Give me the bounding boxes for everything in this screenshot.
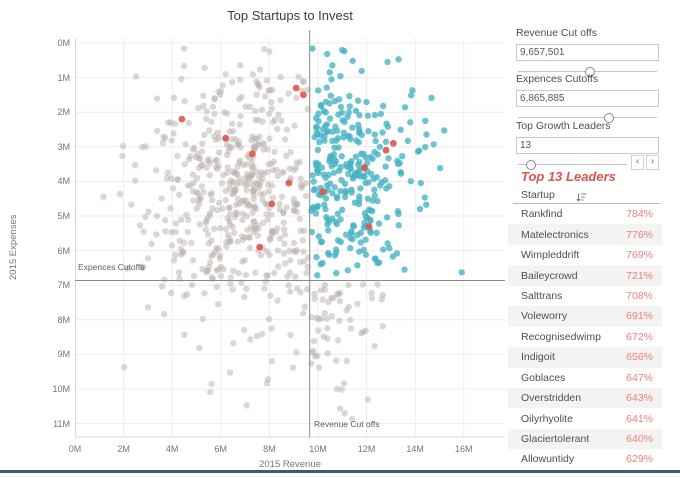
x-tick-label: 0M <box>68 444 82 454</box>
revenue-cutoff-input[interactable] <box>516 44 659 61</box>
x-tick-label: 2M <box>117 444 130 454</box>
slider-track <box>518 164 627 165</box>
top-growth-input[interactable] <box>516 137 659 154</box>
x-tick-label: 6M <box>214 444 228 454</box>
chart-title: Top Startups to Invest <box>227 8 353 23</box>
top-growth-slider-thumb[interactable] <box>525 159 536 170</box>
scatter-canvas[interactable] <box>74 30 505 440</box>
x-tick-label: 14M <box>406 444 424 454</box>
revenue-slider-thumb[interactable] <box>585 66 596 77</box>
scatter-plot[interactable] <box>74 30 505 440</box>
expenses-cutoff-slider[interactable] <box>516 111 659 124</box>
x-tick-label: 4M <box>165 444 179 454</box>
table-row[interactable]: Recognisedwimp 672% <box>521 330 653 343</box>
revenue-cutoff-slider[interactable] <box>516 65 659 78</box>
table-row[interactable]: Allowuntidy 629% <box>521 453 653 466</box>
leaders-table-header: Startup <box>513 189 660 204</box>
table-row[interactable]: Glaciertolerant 640% <box>508 428 662 450</box>
leaders-table: Rankfind 784% Matelectronics 776% Wimpledd… <box>508 204 662 470</box>
y-tick-label: 2M <box>57 107 70 118</box>
y-tick-label: 4M <box>57 176 70 187</box>
sort-descending-icon[interactable] <box>576 190 587 208</box>
table-row[interactable]: Voleworry 691% <box>508 306 662 327</box>
top-growth-slider[interactable] <box>516 158 629 171</box>
top-growth-label: Top Growth Leaders <box>516 120 611 132</box>
x-tick-label: 12M <box>357 444 376 454</box>
expense-cutoff-line-label: Expences Cutoffs <box>78 262 145 272</box>
y-tick-label: 3M <box>57 141 70 152</box>
y-tick-label: 8M <box>57 314 70 325</box>
revenue-cutoff-label: Revenue Cut offs <box>516 27 597 39</box>
window-bottom-border <box>0 470 680 473</box>
y-axis-title: 2015 Expenses <box>8 214 19 281</box>
table-row[interactable]: Oilyrhyolite 641% <box>521 412 653 425</box>
table-row[interactable]: Matelectronics 776% <box>508 224 662 245</box>
table-row[interactable]: Baileycrowd 721% <box>508 265 662 286</box>
x-tick-label: 10M <box>309 444 327 454</box>
table-row[interactable]: Salttrans 708% <box>521 289 653 302</box>
startup-column-header: Startup <box>521 189 555 201</box>
revenue-cutoff-filter: Revenue Cut offs <box>516 27 659 78</box>
table-row[interactable]: Overstridden 643% <box>508 387 662 409</box>
x-tick-label: 8M <box>263 444 276 454</box>
slider-track <box>518 117 657 118</box>
increment-button[interactable]: › <box>646 155 659 170</box>
y-tick-label: 7M <box>57 280 70 291</box>
y-tick-label: 9M <box>57 349 70 360</box>
expenses-cutoff-filter: Expences Cutoffs <box>516 73 659 124</box>
table-row[interactable]: Rankfind 784% <box>521 208 653 221</box>
table-row[interactable]: Goblaces 647% <box>521 371 653 384</box>
y-tick-label: 11M <box>53 418 70 429</box>
decrement-button[interactable]: ‹ <box>631 155 644 170</box>
expenses-cutoff-input[interactable] <box>516 90 659 107</box>
y-tick-label: 0M <box>57 38 70 48</box>
expenses-cutoff-label: Expences Cutoffs <box>516 73 599 85</box>
leaders-table-title: Top 13 Leaders <box>521 169 616 184</box>
y-tick-label: 6M <box>57 245 70 256</box>
y-tick-label: 10M <box>52 384 70 394</box>
y-tick-label: 1M <box>57 72 70 83</box>
top-growth-filter: Top Growth Leaders ‹ › <box>516 120 659 171</box>
table-row[interactable]: Wimpleddrift 769% <box>521 249 653 262</box>
x-axis-title: 2015 Revenue <box>259 459 321 470</box>
revenue-cutoff-line-label: Revenue Cut offs <box>314 419 380 429</box>
expenses-slider-thumb[interactable] <box>603 112 614 123</box>
y-tick-label: 5M <box>57 211 70 221</box>
table-row[interactable]: Indigoit 656% <box>508 347 662 368</box>
x-tick-label: 16M <box>455 444 473 454</box>
